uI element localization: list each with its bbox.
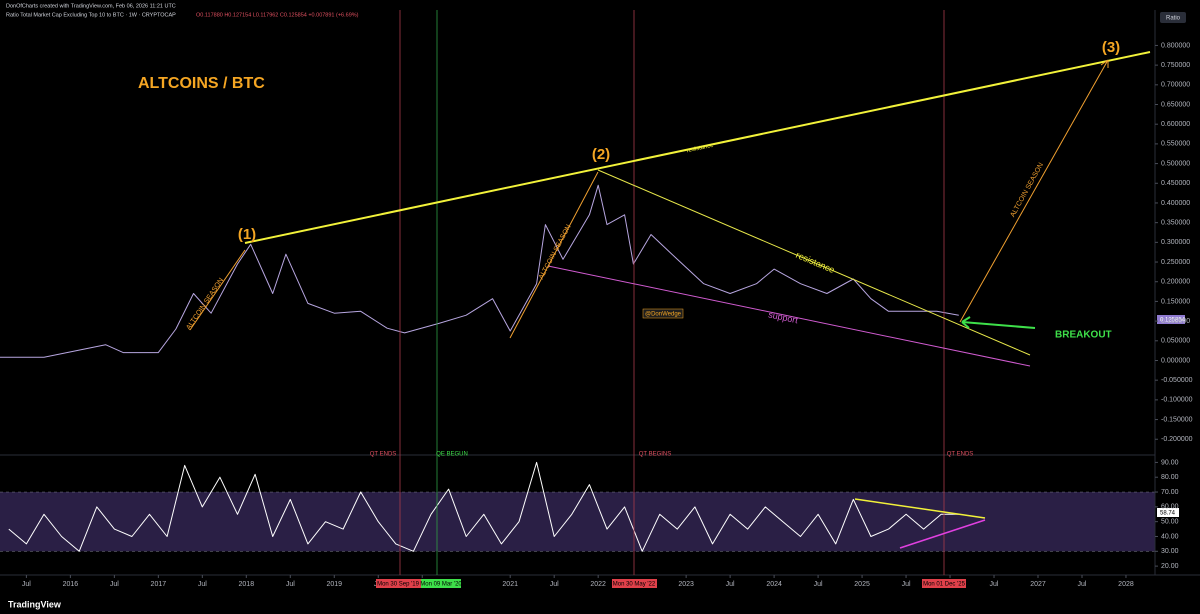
date-label: Mon 30 Sep '19: [377, 582, 420, 588]
date-label: Mon 01 Dec '25: [923, 582, 965, 588]
y-tick-label: -0.200000: [1161, 436, 1193, 443]
y-tick-label: 40.00: [1161, 533, 1179, 540]
plot-area: [0, 184, 1155, 552]
x-tick-label: Jul: [814, 581, 823, 588]
x-tick-label: Jul: [110, 581, 119, 588]
x-tick-label: 2028: [1118, 581, 1134, 588]
rsi-trend-line: [899, 519, 986, 549]
y-tick-label: 0.800000: [1161, 42, 1190, 49]
arrow-head: [961, 316, 971, 329]
y-tick-label: -0.100000: [1161, 397, 1193, 404]
annotation: resistance: [686, 143, 715, 155]
date-badge: [376, 579, 421, 588]
x-tick-label: Jul: [902, 581, 911, 588]
breakout-arrow: [961, 321, 1036, 329]
series-line: [0, 184, 959, 358]
date-badge: [612, 579, 657, 588]
x-tick-label: 2018: [239, 581, 255, 588]
annotation: (3): [1102, 39, 1120, 56]
y-tick-label: 0.300000: [1161, 239, 1190, 246]
trend-line: [547, 265, 1031, 367]
x-tick-label: Jul: [198, 581, 207, 588]
x-tick-label: 2016: [63, 581, 79, 588]
x-tick-label: 2024: [766, 581, 782, 588]
scale-button-label[interactable]: Ratio: [1166, 16, 1181, 22]
y-tick-label: 60.00: [1161, 504, 1179, 511]
watermark-box: [642, 308, 684, 319]
x-tick-label: 2021: [502, 581, 518, 588]
x-tick-label: Jul: [550, 581, 559, 588]
arrow-head: [1100, 59, 1109, 68]
y-tick-label: 0.100000: [1161, 318, 1190, 325]
y-tick-label: 0.250000: [1161, 259, 1190, 266]
x-tick-label: Jul: [990, 581, 999, 588]
trend-line: [244, 51, 1151, 244]
annotation: (2): [592, 146, 610, 163]
season-arrow: [509, 171, 599, 339]
y-tick-label: 0.750000: [1161, 62, 1190, 69]
y-tick-label: 50.00: [1161, 519, 1179, 526]
season-arrow: [959, 59, 1109, 323]
y-tick-label: 0.700000: [1161, 82, 1190, 89]
y-tick-label: 0.650000: [1161, 101, 1190, 108]
event-label: QT BEGINS: [639, 452, 672, 458]
event-label: QT ENDS: [370, 452, 397, 458]
annotation: BREAKOUT: [1055, 330, 1112, 341]
date-label: Mon 30 May '22: [613, 582, 656, 588]
y-tick-label: 0.450000: [1161, 180, 1190, 187]
x-tick-label: 2022: [590, 581, 606, 588]
y-tick-label: 0.050000: [1161, 338, 1190, 345]
x-tick-label: 2017: [151, 581, 167, 588]
y-tick-label: 70.00: [1161, 489, 1179, 496]
y-tick-label: 80.00: [1161, 474, 1179, 481]
ohlc: O0.117880 H0.127154 L0.117962 C0.125854 …: [196, 12, 359, 18]
rsi-badge: [1157, 508, 1179, 517]
event-label: QT ENDS: [947, 452, 974, 458]
footer: [0, 596, 1200, 614]
event-label: QE BEGUN: [436, 452, 468, 458]
x-tick-label: Jul: [286, 581, 295, 588]
symbol: Ratio Total Market Cap Excluding Top 10 …: [6, 12, 176, 18]
rsi-band: [0, 492, 1155, 552]
brand: TradingView: [8, 599, 62, 609]
y-tick-label: 90.00: [1161, 459, 1179, 466]
y-tick-label: 0.600000: [1161, 121, 1190, 128]
date-label: Mon 09 Mar '20: [420, 582, 462, 588]
y-tick-label: 0.400000: [1161, 200, 1190, 207]
y-tick-label: 20.00: [1161, 563, 1179, 570]
date-badge: [421, 579, 461, 588]
y-tick-label: 0.150000: [1161, 298, 1190, 305]
y-tick-label: 0.500000: [1161, 160, 1190, 167]
watermark: @DonWedge: [645, 312, 682, 318]
trend-line: [597, 169, 1031, 356]
y-tick-label: -0.050000: [1161, 377, 1193, 384]
scale-button[interactable]: [1160, 12, 1186, 23]
y-tick-label: -0.150000: [1161, 416, 1193, 423]
credit: DonOfCharts created with TradingView.com…: [6, 3, 176, 9]
series-line: [8, 461, 959, 552]
x-tick-label: Jul: [1078, 581, 1087, 588]
rsi-trend-line: [854, 498, 986, 519]
x-tick-label: Jul: [726, 581, 735, 588]
chart-title: ALTCOINS / BTC: [138, 75, 265, 92]
y-tick-label: 30.00: [1161, 548, 1179, 555]
x-tick-label: Jul: [22, 581, 31, 588]
x-tick-label: 2025: [854, 581, 870, 588]
annotation: (1): [238, 226, 256, 243]
x-tick-label: 2023: [678, 581, 694, 588]
x-tick-label: 2027: [1030, 581, 1046, 588]
price-badge: [1157, 315, 1185, 324]
x-tick-label: 2019: [326, 581, 342, 588]
y-tick-label: 0.550000: [1161, 141, 1190, 148]
y-tick-label: 0.200000: [1161, 279, 1190, 286]
rsi-badge-label: 58.74: [1160, 511, 1176, 517]
y-tick-label: 0.000000: [1161, 357, 1190, 364]
price-badge-label: 0.125854: [1160, 318, 1186, 324]
y-tick-label: 0.350000: [1161, 219, 1190, 226]
season-arrow: [189, 249, 246, 331]
date-badge: [922, 579, 966, 588]
